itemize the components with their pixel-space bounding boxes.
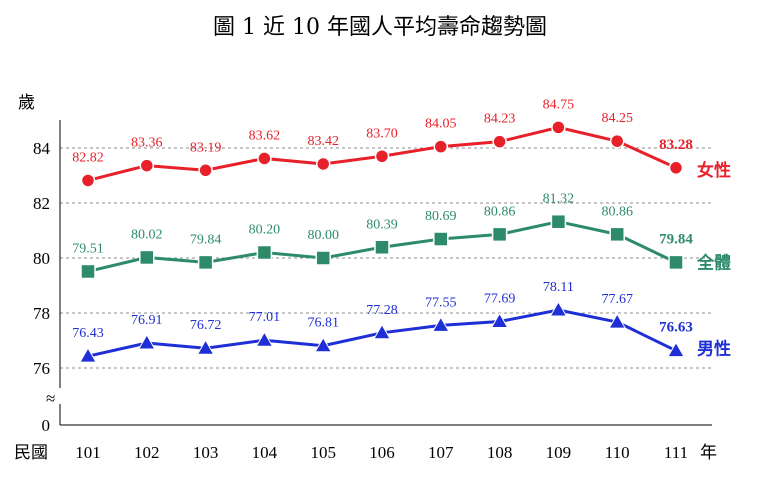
data-point (551, 120, 566, 135)
data-label: 76.63 (659, 320, 693, 336)
data-label: 83.28 (659, 137, 693, 153)
chart-title: 圖 1 近 10 年國人平均壽命趨勢圖 (213, 15, 547, 40)
data-label: 78.11 (543, 280, 574, 295)
data-point (550, 213, 567, 230)
axis-break-symbol: ≈ (46, 389, 55, 408)
x-axis-suffix-label: 年 (700, 443, 717, 463)
data-label: 80.86 (601, 204, 633, 219)
x-tick-label: 106 (369, 443, 395, 462)
data-point (433, 139, 449, 154)
x-tick-label: 105 (310, 443, 336, 462)
data-label: 83.62 (249, 128, 281, 143)
data-point (137, 333, 156, 350)
axes: 84 82 80 78 76 0 ≈101 102 103 104 105 106 107 108 109 1… (33, 120, 712, 462)
data-point (549, 300, 568, 317)
data-point (668, 160, 684, 176)
data-label: 84.05 (425, 117, 457, 132)
data-label: 80.39 (366, 217, 398, 232)
data-label: 83.70 (366, 126, 398, 141)
data-point (492, 134, 507, 149)
data-point (609, 133, 625, 149)
data-point (608, 313, 627, 329)
x-axis-prefix-label: 民國 (14, 443, 48, 463)
data-label: 80.00 (307, 228, 339, 243)
data-label: 80.20 (249, 223, 281, 238)
data-label: 82.82 (72, 150, 104, 165)
data-label: 76.91 (131, 313, 163, 328)
x-tick-label: 111 (664, 443, 688, 462)
data-point (374, 239, 390, 256)
y-tick-label: 84 (33, 139, 51, 158)
data-label: 80.69 (425, 209, 457, 224)
data-point (668, 254, 684, 271)
x-tick-label: 104 (252, 443, 278, 462)
data-point (490, 312, 509, 329)
data-label: 77.69 (484, 292, 516, 307)
data-label: 83.36 (131, 136, 163, 151)
x-tick-label: 107 (428, 443, 454, 462)
data-point (315, 156, 331, 172)
data-point (197, 254, 214, 271)
data-label: 84.23 (484, 112, 516, 127)
data-label: 84.75 (543, 97, 575, 112)
data-point (374, 149, 390, 164)
data-point (256, 244, 273, 261)
x-tick-label: 103 (193, 443, 219, 462)
y-tick-label: 82 (33, 194, 50, 213)
axis-break-mask (50, 388, 70, 404)
data-point (315, 250, 331, 266)
data-label: 77.67 (601, 292, 633, 307)
data-point (196, 339, 215, 355)
y-tick-label-zero: 0 (42, 416, 51, 435)
x-tick-label: 110 (605, 443, 630, 462)
data-point (491, 226, 508, 243)
data-label: 77.01 (249, 310, 281, 325)
series-layer: 82.82 83.36 83.19 83.62 83.42 83.70 84.05 84.23… (72, 97, 731, 363)
data-label: 80.86 (484, 204, 516, 219)
data-label: 79.84 (659, 231, 693, 247)
data-label: 83.42 (307, 134, 339, 149)
data-point (139, 158, 155, 173)
data-label: 83.19 (190, 140, 222, 155)
data-point (667, 341, 685, 358)
data-point (433, 231, 449, 247)
series-0: 82.82 83.36 83.19 83.62 83.42 83.70 84.05 84.23… (72, 97, 731, 188)
data-point (80, 173, 96, 188)
x-tick-label: 109 (546, 443, 572, 462)
data-point (139, 249, 155, 266)
data-point (80, 263, 96, 280)
data-label: 76.43 (72, 326, 104, 341)
data-point (255, 331, 274, 347)
data-label: 76.72 (190, 318, 222, 333)
y-tick-label: 76 (33, 359, 50, 378)
data-point (198, 163, 213, 178)
series-name-label: 女性 (697, 160, 731, 181)
data-label: 77.55 (425, 295, 457, 310)
data-label: 79.51 (72, 241, 104, 256)
data-label: 76.81 (307, 316, 339, 331)
data-point (79, 347, 97, 363)
data-label: 81.32 (543, 192, 575, 207)
y-axis-unit-label: 歲 (18, 93, 35, 113)
data-label: 80.02 (131, 227, 163, 242)
data-point (257, 151, 272, 166)
data-point (431, 316, 450, 332)
data-label: 77.28 (366, 303, 398, 318)
series-2: 76.43 76.91 76.72 77.01 76.81 77.28 77.55 77.69… (72, 280, 731, 363)
data-label: 84.25 (601, 111, 633, 126)
series-1: 79.51 80.02 79.84 80.20 80.00 80.39 80.69 80.86… (72, 192, 731, 280)
y-tick-label: 78 (33, 304, 50, 323)
series-name-label: 男性 (697, 339, 731, 360)
x-tick-label: 108 (487, 443, 513, 462)
data-point (609, 226, 625, 243)
x-tick-label: 101 (75, 443, 101, 462)
x-tick-label: 102 (134, 443, 160, 462)
series-name-label: 全體 (696, 252, 731, 273)
data-label: 79.84 (190, 232, 222, 247)
data-point (314, 336, 333, 353)
data-point (373, 323, 391, 340)
y-tick-label: 80 (33, 249, 50, 268)
